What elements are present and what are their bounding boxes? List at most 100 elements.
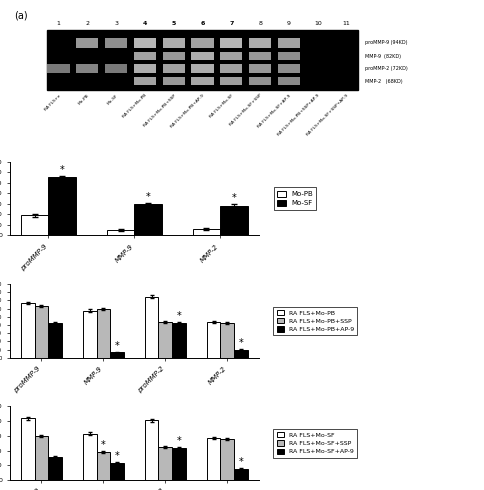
Bar: [145, 420, 158, 480]
Bar: [220, 206, 248, 235]
Text: *: *: [101, 440, 106, 450]
Text: RA FLS+e: RA FLS+e: [44, 94, 61, 111]
Text: Mo-SF: Mo-SF: [106, 94, 119, 106]
FancyBboxPatch shape: [47, 30, 358, 90]
Bar: [35, 306, 48, 358]
Bar: [220, 323, 234, 358]
Bar: [97, 452, 110, 480]
Bar: [107, 230, 135, 235]
Text: MMP-9  (82KD): MMP-9 (82KD): [365, 54, 401, 59]
FancyBboxPatch shape: [163, 38, 185, 48]
Text: 11: 11: [343, 22, 350, 26]
FancyBboxPatch shape: [278, 64, 300, 74]
Text: *: *: [115, 451, 120, 461]
Text: RA FLS+Mo-SF+AP-9: RA FLS+Mo-SF+AP-9: [257, 94, 292, 128]
FancyBboxPatch shape: [220, 52, 242, 60]
FancyBboxPatch shape: [191, 38, 213, 48]
Text: RA FLS+Mo-PB+AP-9: RA FLS+Mo-PB+AP-9: [170, 94, 205, 128]
FancyBboxPatch shape: [220, 64, 242, 74]
Bar: [145, 297, 158, 358]
Text: (a): (a): [15, 11, 28, 21]
FancyBboxPatch shape: [134, 38, 156, 48]
Bar: [35, 436, 48, 480]
FancyBboxPatch shape: [220, 38, 242, 48]
FancyBboxPatch shape: [278, 77, 300, 85]
FancyBboxPatch shape: [134, 52, 156, 60]
Bar: [207, 438, 220, 480]
Text: Mo-PB: Mo-PB: [77, 94, 90, 106]
Legend: Mo-PB, Mo-SF: Mo-PB, Mo-SF: [274, 187, 317, 210]
FancyBboxPatch shape: [47, 64, 70, 74]
Text: 4: 4: [143, 22, 147, 26]
Text: RA FLS+Mo-SF+SSP+AP-9: RA FLS+Mo-SF+SSP+AP-9: [306, 94, 349, 137]
Bar: [172, 323, 186, 358]
Bar: [48, 457, 62, 480]
Text: RA FLS+Mo-PB+SSP+AP-9: RA FLS+Mo-PB+SSP+AP-9: [277, 94, 320, 137]
FancyBboxPatch shape: [134, 64, 156, 74]
Bar: [234, 350, 248, 358]
Legend: RA FLS+Mo-SF, RA FLS+Mo-SF+SSP, RA FLS+Mo-SF+AP-9: RA FLS+Mo-SF, RA FLS+Mo-SF+SSP, RA FLS+M…: [273, 429, 357, 458]
FancyBboxPatch shape: [191, 64, 213, 74]
FancyBboxPatch shape: [249, 77, 271, 85]
FancyBboxPatch shape: [105, 64, 127, 74]
Text: *: *: [239, 338, 243, 348]
Text: *: *: [146, 192, 151, 202]
FancyBboxPatch shape: [278, 52, 300, 60]
Text: RA FLS+Mo-SF: RA FLS+Mo-SF: [209, 94, 234, 119]
Bar: [207, 322, 220, 358]
Bar: [220, 439, 234, 480]
Bar: [158, 447, 172, 480]
FancyBboxPatch shape: [191, 52, 213, 60]
Text: 5: 5: [171, 22, 176, 26]
FancyBboxPatch shape: [191, 77, 213, 85]
Text: 3: 3: [114, 22, 118, 26]
Bar: [110, 352, 124, 358]
Text: *: *: [239, 457, 243, 467]
Bar: [48, 177, 76, 235]
Text: MMP-2   (68KD): MMP-2 (68KD): [365, 78, 403, 83]
Text: *: *: [177, 311, 182, 321]
Text: *: *: [60, 165, 64, 174]
Bar: [21, 216, 48, 235]
Bar: [48, 323, 62, 358]
FancyBboxPatch shape: [163, 52, 185, 60]
Text: 6: 6: [200, 22, 205, 26]
Bar: [135, 204, 162, 235]
Text: *: *: [231, 193, 236, 203]
Legend: RA FLS+Mo-PB, RA FLS+Mo-PB+SSP, RA FLS+Mo-PB+AP-9: RA FLS+Mo-PB, RA FLS+Mo-PB+SSP, RA FLS+M…: [273, 307, 358, 335]
FancyBboxPatch shape: [105, 38, 127, 48]
FancyBboxPatch shape: [249, 38, 271, 48]
Bar: [83, 311, 97, 358]
FancyBboxPatch shape: [163, 64, 185, 74]
Bar: [97, 309, 110, 358]
Bar: [21, 418, 35, 480]
Bar: [83, 434, 97, 480]
Text: proMMP-9 (94KD): proMMP-9 (94KD): [365, 40, 408, 46]
FancyBboxPatch shape: [249, 52, 271, 60]
FancyBboxPatch shape: [220, 77, 242, 85]
Bar: [110, 463, 124, 480]
Bar: [158, 322, 172, 358]
Bar: [193, 228, 220, 235]
FancyBboxPatch shape: [134, 77, 156, 85]
FancyBboxPatch shape: [278, 38, 300, 48]
FancyBboxPatch shape: [76, 64, 98, 74]
Text: 2: 2: [85, 22, 89, 26]
FancyBboxPatch shape: [76, 38, 98, 48]
Text: 9: 9: [287, 22, 291, 26]
Text: RA FLS+Mo-PB+SSP: RA FLS+Mo-PB+SSP: [143, 94, 177, 127]
Text: 7: 7: [229, 22, 233, 26]
Bar: [234, 469, 248, 480]
Text: *: *: [177, 437, 182, 446]
Text: *: *: [115, 341, 120, 351]
Text: 1: 1: [57, 22, 60, 26]
Text: RA FLS+Mo-SF+SSP: RA FLS+Mo-SF+SSP: [229, 94, 263, 127]
FancyBboxPatch shape: [163, 77, 185, 85]
Text: 10: 10: [314, 22, 321, 26]
Text: RA FLS+Mo-PB: RA FLS+Mo-PB: [122, 94, 148, 119]
Text: 8: 8: [258, 22, 262, 26]
Bar: [21, 303, 35, 358]
FancyBboxPatch shape: [249, 64, 271, 74]
Text: proMMP-2 (72KD): proMMP-2 (72KD): [365, 66, 408, 71]
Bar: [172, 448, 186, 480]
